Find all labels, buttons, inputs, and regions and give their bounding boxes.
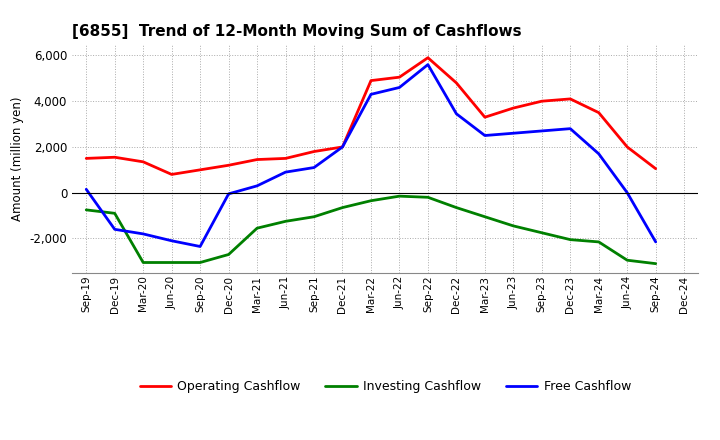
Operating Cashflow — [82, 156, 91, 161]
Investing Cashflow — [509, 223, 518, 228]
Investing Cashflow — [595, 239, 603, 245]
Investing Cashflow — [253, 226, 261, 231]
Line: Investing Cashflow: Investing Cashflow — [86, 196, 656, 264]
Operating Cashflow — [167, 172, 176, 177]
Free Cashflow — [253, 183, 261, 188]
Investing Cashflow — [167, 260, 176, 265]
Investing Cashflow — [110, 211, 119, 216]
Operating Cashflow — [423, 55, 432, 60]
Free Cashflow — [480, 133, 489, 138]
Operating Cashflow — [310, 149, 318, 154]
Investing Cashflow — [338, 205, 347, 210]
Operating Cashflow — [623, 144, 631, 150]
Operating Cashflow — [366, 78, 375, 83]
Operating Cashflow — [196, 167, 204, 172]
Free Cashflow — [537, 128, 546, 134]
Operating Cashflow — [110, 154, 119, 160]
Investing Cashflow — [480, 214, 489, 220]
Investing Cashflow — [652, 261, 660, 266]
Free Cashflow — [167, 238, 176, 243]
Investing Cashflow — [623, 257, 631, 263]
Operating Cashflow — [595, 110, 603, 115]
Investing Cashflow — [196, 260, 204, 265]
Investing Cashflow — [282, 219, 290, 224]
Investing Cashflow — [423, 194, 432, 200]
Investing Cashflow — [452, 205, 461, 210]
Free Cashflow — [452, 111, 461, 117]
Investing Cashflow — [82, 207, 91, 213]
Operating Cashflow — [452, 80, 461, 85]
Free Cashflow — [366, 92, 375, 97]
Operating Cashflow — [480, 114, 489, 120]
Operating Cashflow — [395, 74, 404, 80]
Investing Cashflow — [139, 260, 148, 265]
Operating Cashflow — [566, 96, 575, 102]
Free Cashflow — [509, 131, 518, 136]
Investing Cashflow — [395, 194, 404, 199]
Free Cashflow — [310, 165, 318, 170]
Free Cashflow — [595, 151, 603, 157]
Investing Cashflow — [566, 237, 575, 242]
Operating Cashflow — [537, 99, 546, 104]
Free Cashflow — [623, 190, 631, 195]
Line: Operating Cashflow: Operating Cashflow — [86, 58, 656, 174]
Free Cashflow — [139, 231, 148, 237]
Operating Cashflow — [253, 157, 261, 162]
Operating Cashflow — [139, 159, 148, 165]
Free Cashflow — [566, 126, 575, 131]
Free Cashflow — [196, 244, 204, 249]
Free Cashflow — [652, 239, 660, 245]
Operating Cashflow — [282, 156, 290, 161]
Free Cashflow — [225, 191, 233, 197]
Investing Cashflow — [366, 198, 375, 203]
Free Cashflow — [423, 62, 432, 67]
Free Cashflow — [395, 85, 404, 90]
Operating Cashflow — [225, 163, 233, 168]
Free Cashflow — [110, 227, 119, 232]
Operating Cashflow — [652, 166, 660, 171]
Free Cashflow — [338, 144, 347, 150]
Investing Cashflow — [310, 214, 318, 220]
Legend: Operating Cashflow, Investing Cashflow, Free Cashflow: Operating Cashflow, Investing Cashflow, … — [135, 375, 636, 398]
Operating Cashflow — [338, 144, 347, 150]
Free Cashflow — [282, 169, 290, 175]
Operating Cashflow — [509, 106, 518, 111]
Line: Free Cashflow: Free Cashflow — [86, 65, 656, 246]
Text: [6855]  Trend of 12-Month Moving Sum of Cashflows: [6855] Trend of 12-Month Moving Sum of C… — [72, 24, 521, 39]
Investing Cashflow — [225, 252, 233, 257]
Y-axis label: Amount (million yen): Amount (million yen) — [11, 96, 24, 220]
Free Cashflow — [82, 187, 91, 192]
Investing Cashflow — [537, 230, 546, 235]
